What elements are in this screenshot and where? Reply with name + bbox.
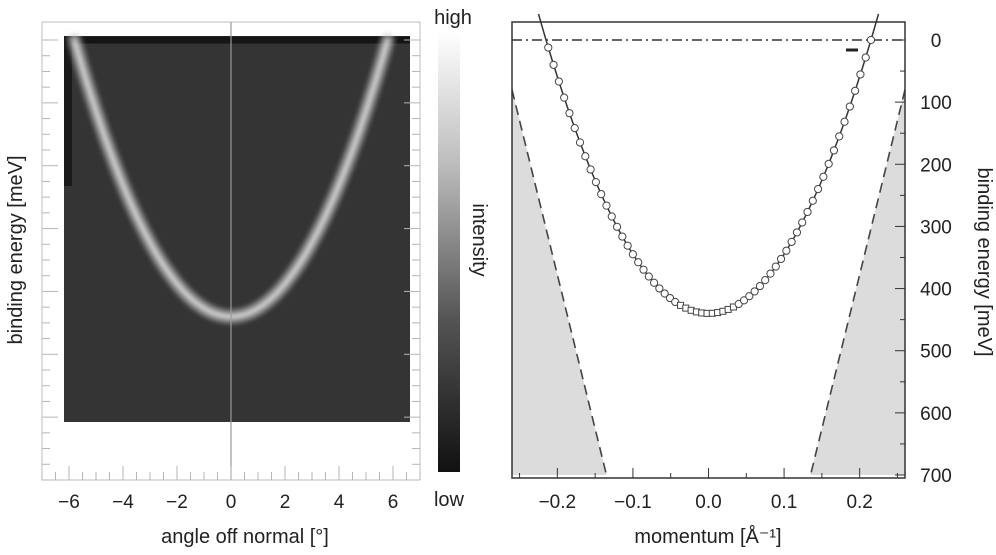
data-point — [755, 281, 764, 291]
data-point — [575, 138, 585, 147]
dispersion-y-tick-label: 0 — [931, 31, 942, 52]
dispersion-y-tick-label: 400 — [920, 280, 952, 301]
dispersion-x-tick-label: −0.2 — [539, 492, 577, 513]
data-point — [565, 109, 574, 118]
heatmap-x-axis-label: angle off normal [°] — [161, 526, 329, 548]
heatmap-x-tick-label: −2 — [166, 492, 188, 513]
data-point — [856, 70, 865, 79]
data-point — [602, 201, 611, 210]
data-point — [745, 292, 754, 301]
heatmap-image — [64, 36, 410, 422]
data-point — [840, 117, 849, 126]
data-point — [623, 241, 632, 250]
data-point — [739, 296, 749, 305]
heatmap-x-tick-label: −6 — [58, 492, 80, 513]
dispersion-y-tick-label: 200 — [920, 155, 952, 176]
colorbar-intensity-label: intensity — [468, 203, 490, 276]
data-point — [813, 184, 823, 194]
colorbar-high-label: high — [434, 7, 472, 29]
dispersion-y-tick-label: 500 — [920, 342, 952, 363]
data-point — [549, 60, 558, 69]
heatmap-x-tick-labels: −6 −4 −2 0 2 4 6 — [58, 492, 398, 513]
data-point — [750, 287, 759, 296]
heatmap-x-tick-label: 4 — [334, 492, 345, 513]
data-point — [644, 272, 653, 281]
heatmap-x-tick-label: 2 — [280, 492, 291, 513]
dispersion-y-tick-label: 100 — [920, 93, 952, 114]
colorbar-gradient — [438, 32, 460, 472]
data-point — [639, 265, 648, 274]
data-point — [581, 152, 590, 161]
heatmap-left-dark-edge — [64, 36, 72, 186]
data-point — [803, 207, 812, 217]
data-point — [782, 246, 791, 255]
data-point — [798, 218, 807, 227]
data-point — [570, 124, 579, 133]
data-point — [554, 77, 563, 86]
dispersion-x-tick-label: 0.1 — [771, 492, 797, 513]
data-point — [649, 278, 659, 287]
dispersion-x-tick-labels: −0.2 −0.1 0.0 0.1 0.2 — [539, 492, 873, 513]
dispersion-data-points — [544, 35, 876, 317]
dispersion-y-tick-label: 600 — [920, 404, 952, 425]
data-point — [655, 284, 664, 293]
data-point — [660, 289, 669, 298]
heatmap-x-tick-label: 6 — [388, 492, 399, 513]
data-point — [766, 269, 775, 278]
data-point — [544, 43, 553, 52]
colorbar: high low intensity — [434, 7, 490, 511]
colorbar-low-label: low — [434, 489, 465, 511]
data-point — [861, 53, 870, 62]
data-point — [819, 172, 828, 181]
data-point — [776, 254, 786, 264]
dispersion-y-tick-label: 300 — [920, 217, 952, 238]
data-point — [824, 159, 833, 168]
data-point — [771, 262, 780, 271]
data-point — [808, 196, 817, 205]
dispersion-y-axis-label: binding energy [meV] — [973, 167, 995, 356]
heatmap-ticks — [41, 39, 421, 481]
data-point — [845, 102, 854, 111]
dispersion-x-axis-label: momentum [Å⁻¹] — [634, 525, 781, 548]
dispersion-x-tick-label: 0.2 — [846, 492, 872, 513]
dispersion-ticks — [519, 39, 905, 478]
dispersion-x-tick-label: 0.0 — [695, 492, 721, 513]
dispersion-y-tick-label: 700 — [920, 466, 952, 487]
data-point — [591, 178, 600, 187]
data-point — [866, 35, 876, 45]
data-point — [560, 93, 569, 102]
data-point — [851, 86, 860, 95]
heatmap-x-tick-label: 0 — [226, 492, 237, 513]
data-point — [597, 190, 606, 199]
data-point — [628, 250, 638, 259]
heatmap-x-tick-label: −4 — [112, 492, 134, 513]
dashed-boundary-left — [511, 89, 608, 476]
data-point — [792, 228, 802, 237]
heatmap-y-axis-label: binding energy [meV] — [5, 155, 27, 344]
data-point — [761, 276, 770, 285]
dashed-boundary-right — [809, 89, 906, 476]
data-point — [835, 132, 844, 141]
data-point — [787, 237, 796, 246]
dispersion-panel: −0.2 −0.1 0.0 0.1 0.2 0 100 200 300 400 500 600 700… — [511, 13, 995, 548]
data-point — [829, 146, 839, 155]
data-point — [612, 222, 622, 231]
dispersion-y-tick-labels: 0 100 200 300 400 500 600 700 — [920, 31, 952, 487]
data-point — [634, 258, 643, 267]
data-point — [586, 165, 595, 174]
data-point — [607, 212, 616, 221]
data-point — [618, 232, 627, 241]
dispersion-x-tick-label: −0.1 — [614, 492, 652, 513]
heatmap-panel: −6 −4 −2 0 2 4 6 angle off normal [°] binding … — [5, 21, 421, 548]
